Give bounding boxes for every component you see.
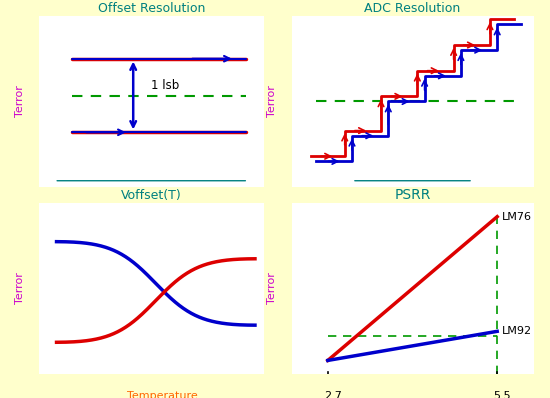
Text: Temperature: Temperature [389, 204, 460, 214]
Text: LM92: LM92 [502, 326, 532, 336]
Text: LM76: LM76 [502, 212, 532, 222]
Text: Terror: Terror [267, 273, 277, 304]
Text: 1 lsb: 1 lsb [151, 79, 179, 92]
Title: Offset Resolution: Offset Resolution [97, 2, 205, 15]
Title: ADC Resolution: ADC Resolution [364, 2, 461, 15]
Text: Terror: Terror [267, 86, 277, 117]
Text: Terror: Terror [15, 273, 25, 304]
Text: Terror: Terror [15, 86, 25, 117]
Text: Temperature: Temperature [127, 391, 198, 398]
Text: Temperature: Temperature [127, 204, 198, 214]
Text: 5.5: 5.5 [493, 391, 511, 398]
Title: Voffset(T): Voffset(T) [121, 189, 182, 202]
Title: PSRR: PSRR [394, 188, 431, 202]
Text: 2.7: 2.7 [324, 391, 342, 398]
